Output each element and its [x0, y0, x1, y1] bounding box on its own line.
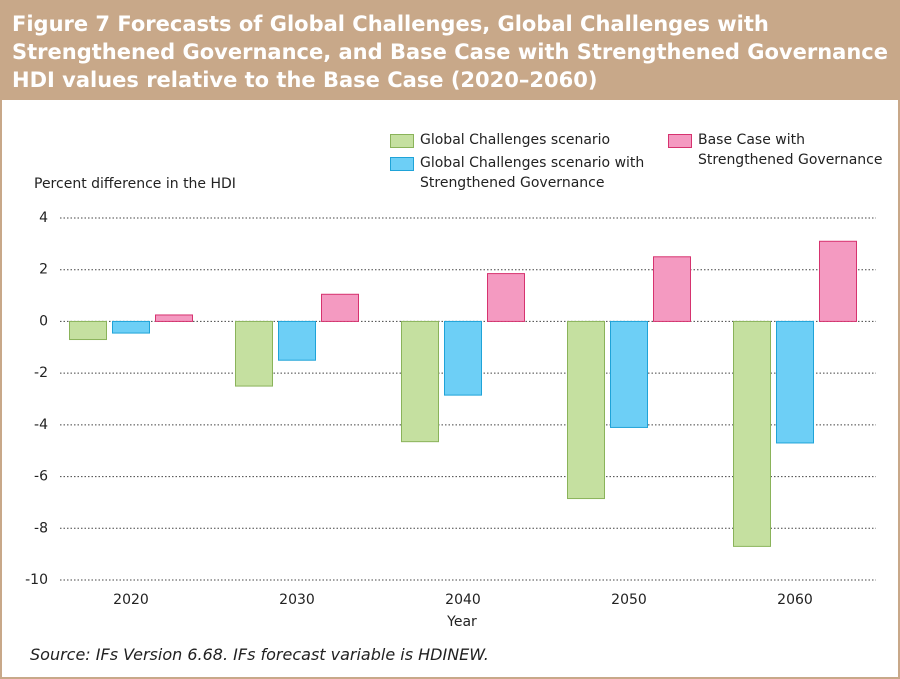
bar [776, 320, 814, 444]
y-tick-label: 2 [39, 262, 48, 278]
x-tick-label: 2030 [279, 592, 315, 608]
bar [69, 320, 107, 341]
y-tick-label: 0 [39, 313, 48, 329]
chart-title: Figure 7 Forecasts of Global Challenges,… [12, 12, 888, 92]
bar [610, 320, 648, 428]
bar [235, 320, 273, 387]
bar [155, 314, 193, 322]
y-tick-label: -8 [34, 520, 48, 536]
bar [653, 256, 691, 322]
legend-label: Global Challenges scenario [420, 132, 611, 148]
y-tick-label: -6 [34, 469, 48, 485]
source-note: Source: IFs Version 6.68. IFs forecast v… [30, 645, 489, 664]
y-axis-label: Percent difference in the HDI [34, 176, 236, 192]
legend-label: Base Case with Strengthened Governance [698, 132, 883, 168]
header [0, 0, 900, 100]
bar [487, 273, 525, 322]
bar [567, 320, 605, 500]
x-tick-label: 2060 [777, 592, 813, 608]
x-tick-label: 2020 [113, 592, 149, 608]
bar [733, 320, 771, 547]
bar [401, 320, 439, 443]
bar [819, 240, 857, 322]
legend-label: Global Challenges scenario with Strength… [420, 155, 645, 191]
x-tick-label: 2040 [445, 592, 481, 608]
y-tick-label: -4 [34, 417, 48, 433]
legend-swatch [390, 134, 414, 148]
bar [444, 320, 482, 396]
x-axis-label: Year [446, 614, 477, 630]
x-tick-label: 2050 [611, 592, 647, 608]
y-tick-label: -10 [25, 572, 48, 588]
legend-swatch [390, 157, 414, 171]
y-tick-label: 4 [39, 210, 48, 226]
bar [112, 320, 150, 334]
bar [321, 293, 359, 322]
y-tick-label: -2 [34, 365, 48, 381]
legend-swatch [668, 134, 692, 148]
bar [278, 320, 316, 361]
